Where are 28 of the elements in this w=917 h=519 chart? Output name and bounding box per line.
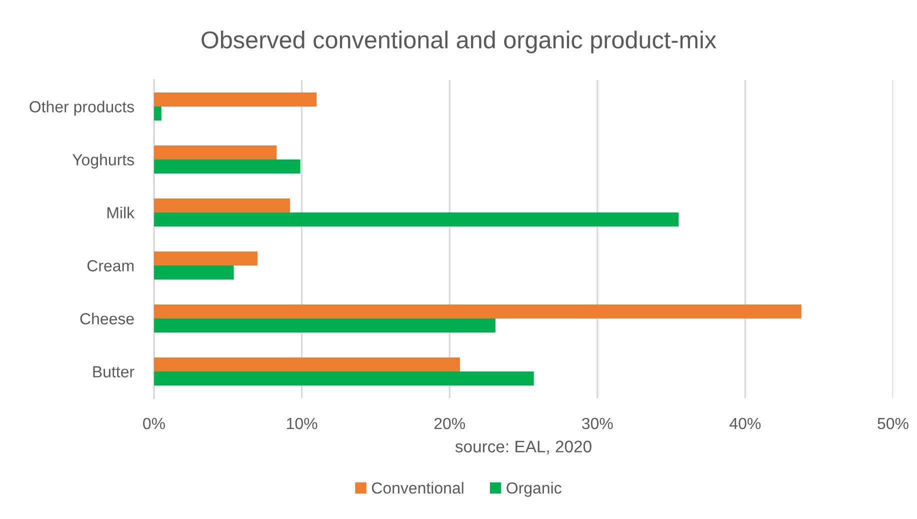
bar bbox=[154, 160, 300, 174]
bar bbox=[154, 251, 258, 266]
bar bbox=[154, 266, 234, 280]
bar bbox=[154, 357, 460, 372]
y-tick-label: Butter bbox=[93, 366, 134, 378]
y-tick-label: Other products bbox=[30, 100, 134, 116]
bar bbox=[154, 318, 496, 333]
x-tick-label: 20% bbox=[434, 418, 466, 430]
y-tick-label: Cheese bbox=[80, 312, 134, 324]
source-note: source: EAL, 2020 bbox=[455, 440, 592, 454]
bar bbox=[154, 92, 317, 106]
legend-label: Conventional bbox=[372, 482, 464, 494]
x-tick-label: 10% bbox=[287, 418, 318, 430]
bar bbox=[154, 212, 679, 227]
x-tick-label: 40% bbox=[730, 418, 761, 430]
bar bbox=[154, 304, 802, 318]
y-tick-label: Cream bbox=[87, 260, 134, 272]
x-tick-label: 30% bbox=[582, 418, 613, 430]
bar bbox=[154, 106, 162, 121]
bar bbox=[154, 145, 277, 160]
y-tick-label: Milk bbox=[107, 206, 135, 218]
chart-title: Observed conventional and organic product-mix bbox=[202, 30, 716, 54]
bar bbox=[154, 198, 290, 212]
x-tick-label: 0% bbox=[143, 418, 165, 430]
x-tick-label: 50% bbox=[878, 418, 908, 430]
bar bbox=[154, 372, 534, 386]
y-tick-label: Yoghurts bbox=[72, 154, 134, 169]
legend-label: Organic bbox=[506, 482, 562, 497]
